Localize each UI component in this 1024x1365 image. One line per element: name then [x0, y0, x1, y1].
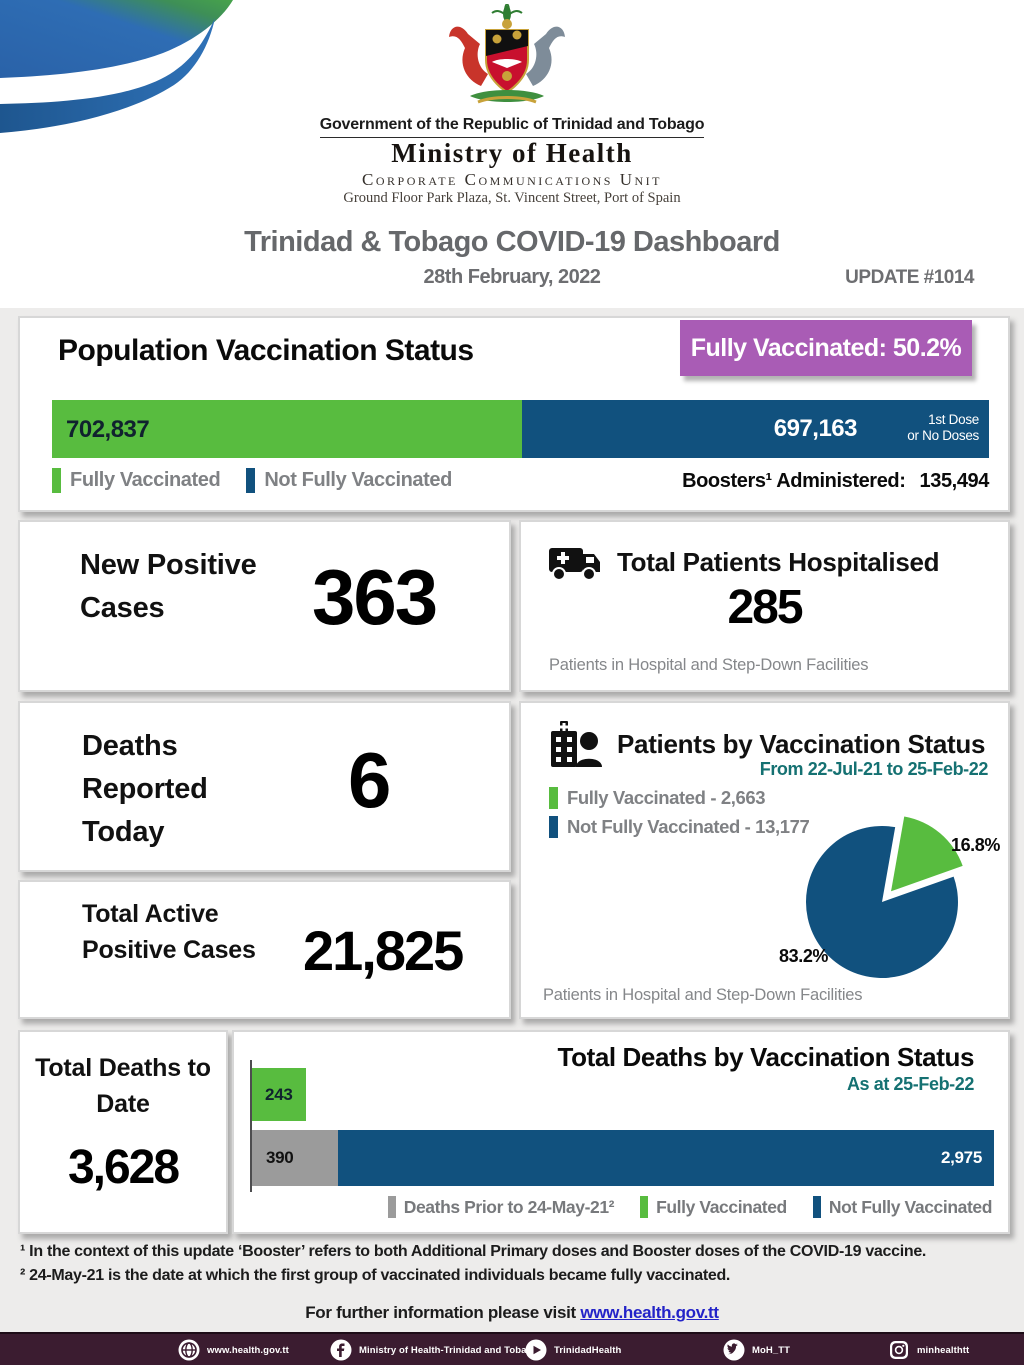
wave-decoration — [0, 0, 233, 133]
green-swatch — [549, 787, 558, 809]
instagram-icon — [890, 1341, 908, 1359]
legend-fully-vaccinated: Fully Vaccinated — [640, 1196, 787, 1218]
new-positive-cases-value: 363 — [312, 553, 438, 641]
hospitalised-title: Total Patients Hospitalised — [617, 546, 940, 577]
bar-value-prior: 390 — [266, 1148, 294, 1167]
globe-icon — [178, 1339, 200, 1361]
youtube-icon — [525, 1339, 547, 1361]
total-deaths-card: Total Deaths to Date 3,628 — [18, 1030, 228, 1234]
bar-fully-vaccinated: 243 — [252, 1068, 306, 1121]
vaccination-legend: Fully Vaccinated Not Fully Vaccinated — [52, 468, 478, 493]
deaths-by-vax-title: Total Deaths by Vaccination Status — [557, 1042, 975, 1072]
active-cases-card: Total Active Positive Cases 21,825 — [18, 880, 511, 1019]
cocrico-bird — [526, 26, 565, 86]
footnote-2: ² 24-May-21 is the date at which the fir… — [20, 1267, 731, 1284]
bar-deaths-prior: 390 — [252, 1130, 338, 1186]
new-positive-cases-card: New Positive Cases 363 — [18, 520, 511, 692]
footnote-1: ¹ In the context of this update ‘Booster… — [20, 1243, 927, 1260]
green-swatch — [52, 468, 61, 493]
pie-pct-fully: 16.8% — [950, 835, 1000, 855]
new-positive-cases-label: New Positive Cases — [80, 549, 257, 624]
footer-facebook[interactable]: Ministry of Health-Trinidad and Tobago — [330, 1339, 538, 1361]
bar-value-not-fully: 2,975 — [940, 1148, 982, 1167]
patients-by-vaccination-card: Patients by Vaccination Status From 22-J… — [519, 701, 1010, 1019]
fully-vaccinated-count: 702,837 — [66, 416, 150, 443]
coat-of-arms — [449, 4, 565, 104]
first-dose-note: 1st Dose or No Doses — [907, 412, 979, 443]
total-deaths-value: 3,628 — [67, 1141, 180, 1194]
patients-by-vax-title: Patients by Vaccination Status — [617, 728, 986, 759]
active-cases-label: Total Active Positive Cases — [82, 900, 256, 964]
footer-instagram[interactable]: minhealthtt — [888, 1339, 969, 1361]
footer-youtube[interactable]: TrinidadHealth — [525, 1339, 621, 1361]
vaccination-stacked-bar: 702,837 697,163 1st Dose or No Doses — [52, 400, 989, 458]
legend-not-fully-vaccinated: Not Fully Vaccinated — [812, 1196, 992, 1218]
deaths-by-vaccination-card: Total Deaths by Vaccination Status As at… — [232, 1030, 1010, 1234]
legend-not-fully-vaccinated: Not Fully Vaccinated — [264, 469, 452, 491]
page-title: Trinidad & Tobago COVID-19 Dashboard — [244, 226, 780, 258]
chart-axis-line — [250, 1060, 252, 1192]
bar-value-fully: 243 — [265, 1084, 293, 1104]
active-cases-value: 21,825 — [303, 919, 464, 982]
government-line: Government of the Republic of Trinidad a… — [0, 116, 1024, 138]
health-gov-link[interactable]: www.health.gov.tt — [580, 1303, 719, 1322]
fully-vaccinated-badge: Fully Vaccinated: 50.2% — [680, 320, 972, 376]
twitter-icon — [723, 1339, 745, 1361]
blue-swatch — [246, 468, 256, 493]
not-fully-vaccinated-count: 697,163 — [773, 415, 858, 442]
scarlet-ibis — [449, 26, 488, 86]
population-vaccination-title: Population Vaccination Status — [58, 334, 474, 367]
population-vaccination-card: Population Vaccination Status Fully Vacc… — [18, 316, 1010, 512]
bar-row-fully-vaccinated: 243 — [252, 1068, 994, 1121]
patients-by-vax-note: Patients in Hospital and Step-Down Facil… — [543, 986, 863, 1004]
footer-bar: www.health.gov.tt Ministry of Health-Tri… — [0, 1332, 1024, 1365]
address-line: Ground Floor Park Plaza, St. Vincent Str… — [343, 190, 681, 206]
pie-legend-not-fully: Not Fully Vaccinated - 13,177 — [549, 816, 810, 838]
unit-name: Corporate Communications Unit — [362, 170, 662, 189]
green-swatch — [640, 1196, 649, 1218]
pie-pct-not-fully: 83.2% — [779, 946, 829, 966]
legend-deaths-prior: Deaths Prior to 24-May-21² — [387, 1196, 614, 1218]
bar-segment-not-fully-vaccinated: 697,163 1st Dose or No Doses — [522, 400, 989, 458]
deaths-today-value: 6 — [348, 736, 391, 824]
bar-row-stacked: 390 2,975 — [252, 1130, 994, 1186]
total-deaths-label: Total Deaths to Date — [35, 1054, 211, 1118]
report-date: 28th February, 2022 — [423, 266, 601, 288]
hospitalised-value: 285 — [727, 581, 803, 634]
hospitalised-card: Total Patients Hospitalised 285 Patients… — [519, 520, 1010, 692]
gray-swatch — [387, 1196, 396, 1218]
hospitalised-note: Patients in Hospital and Step-Down Facil… — [549, 656, 869, 674]
pie-slice-fully-vaccinated — [891, 816, 963, 892]
bar-not-fully-vaccinated: 2,975 — [337, 1130, 994, 1186]
deaths-chart-legend: Deaths Prior to 24-May-21² Fully Vaccina… — [234, 1196, 992, 1218]
bar-segment-fully-vaccinated: 702,837 — [52, 400, 523, 458]
patients-vaccination-pie-chart — [805, 816, 963, 978]
legend-fully-vaccinated: Fully Vaccinated — [70, 469, 221, 491]
pie-legend-fully: Fully Vaccinated - 2,663 — [549, 787, 766, 809]
blue-swatch — [549, 816, 558, 838]
deaths-today-card: Deaths Reported Today 6 — [18, 701, 511, 872]
footer-website[interactable]: www.health.gov.tt — [178, 1339, 289, 1361]
patients-by-vax-daterange: From 22-Jul-21 to 25-Feb-22 — [759, 759, 989, 779]
more-info-line: For further information please visit www… — [305, 1303, 719, 1322]
ministry-name: Ministry of Health — [391, 138, 633, 168]
footer-twitter[interactable]: MoH_TT — [723, 1339, 790, 1361]
facebook-icon — [330, 1339, 352, 1361]
deaths-today-label: Deaths Reported Today — [82, 730, 208, 848]
hospital-patients-icon — [551, 721, 602, 767]
ambulance-icon — [549, 548, 600, 581]
deaths-by-vax-date: As at 25-Feb-22 — [846, 1074, 974, 1094]
boosters-administered: Boosters¹ Administered: 135,494 — [682, 470, 989, 492]
blue-swatch — [812, 1196, 821, 1218]
update-number: UPDATE #1014 — [845, 267, 974, 288]
pie-slice-not-fully-vaccinated — [805, 825, 958, 978]
